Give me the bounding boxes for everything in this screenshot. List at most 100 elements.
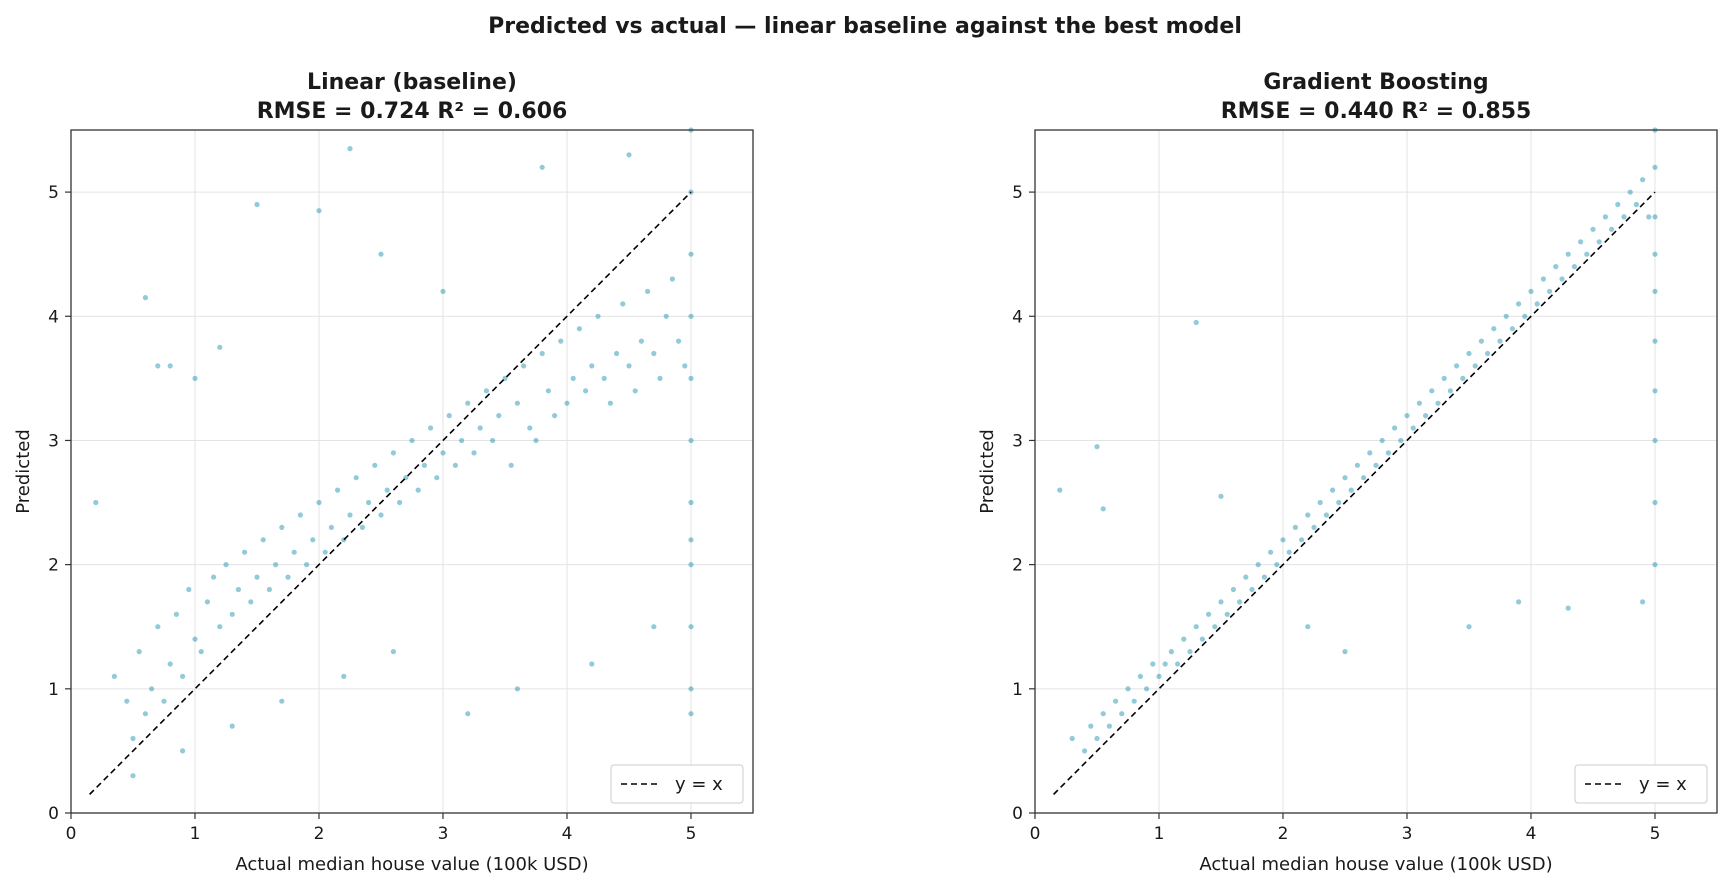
- x-tick-label: 5: [686, 824, 697, 844]
- scatter-point: [229, 611, 235, 617]
- scatter-point: [378, 251, 384, 257]
- scatter-point: [1069, 735, 1075, 742]
- scatter-point: [477, 425, 483, 431]
- scatter-point: [1199, 636, 1205, 642]
- scatter-point: [1460, 375, 1466, 381]
- scatter-point: [1243, 574, 1249, 580]
- scatter-point: [1404, 413, 1410, 419]
- scatter-point: [335, 487, 341, 493]
- scatter-point: [1162, 661, 1168, 667]
- scatter-point: [1175, 661, 1181, 667]
- scatter-point: [1348, 487, 1354, 493]
- scatter-point: [452, 462, 458, 468]
- scatter-point: [1466, 350, 1472, 357]
- scatter-point: [1540, 276, 1546, 282]
- scatter-point: [366, 499, 372, 506]
- scatter-point: [1447, 388, 1453, 394]
- scatter-point: [1249, 586, 1255, 593]
- reference-line-layer: [1053, 191, 1656, 795]
- scatter-point: [1137, 673, 1143, 680]
- scatter-point: [465, 400, 471, 406]
- scatter-point: [589, 661, 595, 667]
- y-tick-label: 0: [48, 804, 59, 824]
- scatter-point: [533, 437, 539, 444]
- scatter-point: [384, 487, 390, 493]
- scatter-point: [1652, 437, 1658, 444]
- scatter-point: [1125, 686, 1131, 692]
- scatter-point: [273, 562, 279, 568]
- scatter-point: [397, 499, 403, 506]
- scatter-point: [1100, 506, 1106, 512]
- scatter-point: [304, 562, 310, 568]
- scatter-point: [1131, 698, 1137, 704]
- y-tick-label: 4: [48, 307, 59, 327]
- scatter-point: [688, 711, 694, 717]
- plot-frame: [1034, 129, 1718, 814]
- scatter-point: [1652, 251, 1658, 257]
- scatter-point: [539, 350, 545, 357]
- scatter-point: [1193, 319, 1199, 326]
- scatter-point: [390, 649, 396, 655]
- scatter-point: [1292, 524, 1298, 531]
- scatter-point: [1280, 537, 1286, 543]
- scatter-point: [1057, 487, 1063, 493]
- scatter-point: [341, 673, 347, 680]
- scatter-point: [192, 636, 198, 642]
- scatter-point: [1509, 326, 1515, 332]
- scatter-point: [1168, 649, 1174, 655]
- scatter-point: [353, 475, 359, 481]
- scatter-point: [1255, 562, 1261, 568]
- y-tick-label: 5: [1012, 183, 1023, 203]
- scatter-point: [130, 735, 136, 742]
- chart-title: Linear (baseline): [307, 70, 517, 95]
- scatter-point: [1646, 214, 1652, 220]
- scatter-point: [1652, 388, 1658, 394]
- scatter-point: [161, 698, 167, 704]
- chart-subtitle: RMSE = 0.440 R² = 0.855: [1221, 99, 1532, 124]
- scatter-point: [1609, 226, 1615, 232]
- scatter-point: [254, 574, 260, 580]
- scatter-point: [217, 624, 223, 630]
- scatter-point: [1472, 363, 1478, 369]
- scatter-point: [322, 549, 328, 555]
- scatter-point: [1497, 338, 1503, 344]
- scatter-point: [1615, 201, 1621, 208]
- legend: y = x: [610, 764, 744, 804]
- scatter-point: [1286, 549, 1292, 555]
- scatter-point: [601, 375, 607, 381]
- scatter-point: [638, 338, 645, 344]
- scatter-point: [155, 363, 161, 369]
- scatter-point: [1454, 363, 1460, 369]
- scatter-points: [1057, 127, 1658, 754]
- scatter-point: [440, 450, 446, 456]
- scatter-point: [1640, 599, 1646, 605]
- scatter-point: [657, 375, 663, 381]
- scatter-point: [514, 400, 521, 406]
- scatter-point: [186, 586, 192, 593]
- y-axis-label: Predicted: [977, 429, 998, 514]
- scatter-point: [688, 313, 694, 319]
- scatter-point: [688, 624, 694, 630]
- scatter-point: [347, 512, 353, 518]
- scatter-point: [1336, 499, 1342, 506]
- scatter-point: [1088, 723, 1094, 729]
- chart-title: Gradient Boosting: [1263, 70, 1488, 95]
- scatter-point: [558, 338, 564, 344]
- x-tick-label: 5: [1650, 824, 1661, 844]
- scatter-point: [632, 388, 638, 394]
- scatter-point: [502, 375, 508, 381]
- scatter-point: [1385, 450, 1391, 456]
- scatter-point: [1274, 562, 1280, 568]
- scatter-point: [459, 437, 465, 444]
- scatter-point: [1485, 350, 1491, 357]
- y-tick-label: 5: [48, 183, 59, 203]
- scatter-point: [211, 574, 217, 580]
- scatter-point: [682, 363, 688, 369]
- scatter-point: [428, 425, 434, 431]
- scatter-point: [1361, 475, 1367, 481]
- y-tick-label: 2: [48, 556, 59, 576]
- scatter-point: [1379, 437, 1385, 444]
- scatter-point: [421, 462, 427, 468]
